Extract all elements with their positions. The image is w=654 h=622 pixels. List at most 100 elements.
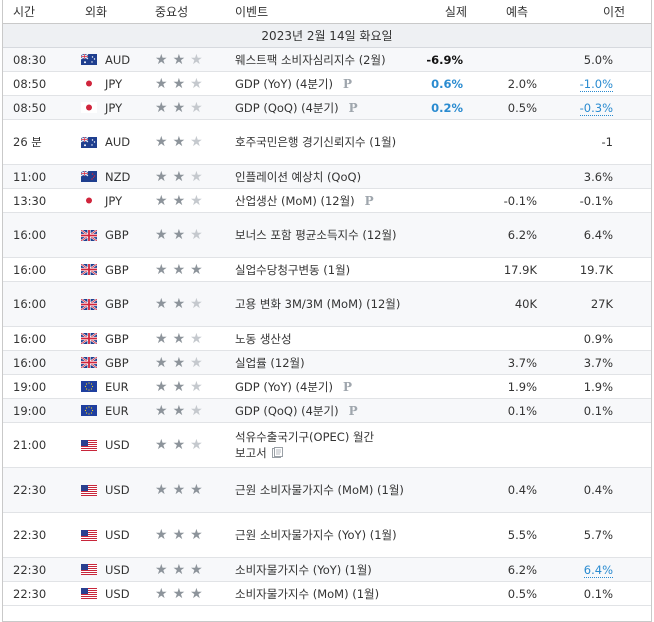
event-name[interactable]: 웨스트팩 소비자심리지수 (2월) [235,52,386,67]
event-name[interactable]: 근원 소비자물가지수 (YoY) (1월) [235,528,397,542]
row-actual: 0.6% [405,77,467,91]
row-event[interactable]: 산업생산 (MoM) (12월) P [231,193,405,209]
row-currency: GBP [75,228,143,242]
event-name[interactable]: GDP (YoY) (4분기) [235,76,333,91]
row-event[interactable]: 웨스트팩 소비자심리지수 (2월) [231,52,405,68]
previous-value: 1.9% [583,379,613,394]
row-previous: 1.9% [539,380,651,394]
star-icon: ★ [172,402,186,419]
event-name[interactable]: GDP (YoY) (4분기) [235,379,333,394]
row-event[interactable]: 보너스 포함 평균소득지수 (12월) [231,227,405,243]
row-time: 19:00 [13,403,47,418]
row-forecast: 0.4% [507,483,537,497]
event-name[interactable]: 노동 생산성 [235,331,292,346]
event-name[interactable]: GDP (QoQ) (4분기) [235,100,339,115]
table-row[interactable]: 13:30 JPY ★ ★ ★ 산업생산 (MoM) (12월) P -0.1% -0.1% [3,189,651,213]
star-icon: ★ [155,527,168,543]
flag-gb-icon [80,297,98,311]
row-event[interactable]: GDP (QoQ) (4분기) P [231,100,405,116]
table-row[interactable]: 16:00 GBP ★ ★ ★ 고용 변화 3M/3M (MoM) (12월) 40K 27K [3,282,651,327]
row-previous: 0.9% [539,332,651,346]
previous-revised-link[interactable]: 6.4% [583,562,613,578]
row-currency: USD [75,438,143,452]
table-row[interactable]: 26 분 AUD ★ ★ ★ 호주국민은행 경기신뢰지수 (1월) -1 [3,120,651,165]
event-name[interactable]: 근원 소비자물가지수 (MoM) (1월) [235,483,404,497]
currency-code: JPY [105,193,123,208]
header-event[interactable]: 이벤트 [235,5,269,19]
table-row[interactable]: 22:30 USD ★ ★ ★ 근원 소비자물가지수 (YoY) (1월) 5.5% 5.7% [3,513,651,558]
header-forecast[interactable]: 예측 [505,5,529,19]
event-name[interactable]: 소비자물가지수 (MoM) (1월) [235,586,380,601]
row-time: 11:00 [13,169,47,184]
row-event[interactable]: 실업률 (12월) [231,355,405,371]
event-name[interactable]: 실업률 (12월) [235,355,305,370]
table-row[interactable]: 16:00 GBP ★ ★ ★ 노동 생산성 0.9% [3,327,651,351]
row-event[interactable]: 고용 변화 3M/3M (MoM) (12월) [231,296,405,312]
row-event[interactable]: 인플레이션 예상치 (QoQ) [231,169,405,185]
event-name[interactable]: 산업생산 (MoM) (12월) [235,193,355,208]
event-name[interactable]: GDP (QoQ) (4분기) [235,403,339,418]
header-currency[interactable]: 외화 [85,5,108,19]
row-forecast: 5.5% [507,528,537,542]
row-event[interactable]: 노동 생산성 [231,331,405,347]
star-icon: ★ [172,378,186,395]
star-icon: ★ [172,437,186,453]
previous-value: 5.7% [583,528,613,542]
row-event[interactable]: 실업수당청구변동 (1월) [231,262,405,278]
star-icon: ★ [190,51,203,68]
table-row[interactable]: 19:00 EUR ★ ★ ★ GDP (QoQ) (4분기) P 0.1% 0.1% [3,399,651,423]
row-event[interactable]: GDP (YoY) (4분기) P [231,379,405,395]
row-event[interactable]: 호주국민은행 경기신뢰지수 (1월) [231,134,405,150]
row-event[interactable]: 소비자물가지수 (MoM) (1월) [231,586,405,602]
table-row[interactable]: 08:50 JPY ★ ★ ★ GDP (QoQ) (4분기) P 0.2% 0.5% -0.3% [3,96,651,120]
flag-eu-icon [81,381,97,392]
event-name[interactable]: 석유수출국기구(OPEC) 월간 보고서 [235,430,375,460]
flag-au-icon [80,53,97,65]
row-previous[interactable]: -0.3% [539,100,651,116]
row-currency: AUD [75,135,143,149]
row-event[interactable]: 석유수출국기구(OPEC) 월간 보고서 [231,429,405,461]
row-importance: ★ ★ ★ [143,170,231,184]
row-importance: ★ ★ ★ [143,356,231,370]
row-previous[interactable]: 6.4% [539,562,651,578]
star-icon: ★ [155,51,168,68]
row-time: 13:30 [13,193,47,208]
table-row[interactable]: 22:30 USD ★ ★ ★ 소비자물가지수 (MoM) (1월) 0.5% 0.1% [3,582,651,606]
event-name[interactable]: 소비자물가지수 (YoY) (1월) [235,562,372,577]
event-name[interactable]: 보너스 포함 평균소득지수 (12월) [235,228,397,242]
table-row[interactable]: 19:00 EUR ★ ★ ★ GDP (YoY) (4분기) P 1.9% 1.9% [3,375,651,399]
event-name[interactable]: 호주국민은행 경기신뢰지수 (1월) [235,135,397,149]
event-name[interactable]: 인플레이션 예상치 (QoQ) [235,169,362,184]
row-event[interactable]: 근원 소비자물가지수 (MoM) (1월) [231,482,405,498]
table-row[interactable]: 16:00 GBP ★ ★ ★ 실업수당청구변동 (1월) 17.9K 19.7K [3,258,651,282]
previous-revised-link[interactable]: -1.0% [579,76,613,92]
header-time[interactable]: 시간 [13,5,36,19]
table-row[interactable]: 22:30 USD ★ ★ ★ 소비자물가지수 (YoY) (1월) 6.2% 6.4% [3,558,651,582]
row-event[interactable]: GDP (YoY) (4분기) P [231,76,405,92]
currency-code: USD [105,483,130,497]
table-row[interactable]: 22:30 USD ★ ★ ★ 근원 소비자물가지수 (MoM) (1월) 0.4% 0.4% [3,468,651,513]
header-previous[interactable]: 이전 [602,5,626,19]
row-event[interactable]: 근원 소비자물가지수 (YoY) (1월) [231,527,405,543]
row-importance: ★ ★ ★ [143,53,231,67]
star-icon: ★ [172,330,186,347]
table-row[interactable]: 21:00 USD ★ ★ ★ 석유수출국기구(OPEC) 월간 보고서 [3,423,651,468]
table-row[interactable]: 16:00 GBP ★ ★ ★ 보너스 포함 평균소득지수 (12월) 6.2% 6.4% [3,213,651,258]
row-currency: USD [75,483,143,497]
preliminary-icon: P [348,403,358,418]
header-actual[interactable]: 실제 [444,5,467,19]
row-previous[interactable]: -1.0% [539,76,651,92]
row-event[interactable]: 소비자물가지수 (YoY) (1월) [231,562,405,578]
table-row[interactable]: 08:50 JPY ★ ★ ★ GDP (YoY) (4분기) P 0.6% 2.0% -1.0% [3,72,651,96]
previous-revised-link[interactable]: -0.3% [579,100,613,116]
event-name[interactable]: 실업수당청구변동 (1월) [235,262,351,277]
row-event[interactable]: GDP (QoQ) (4분기) P [231,403,405,419]
table-row[interactable]: 08:30 AUD ★ ★ ★ 웨스트팩 소비자심리지수 (2월) -6.9% 5.0% [3,48,651,72]
table-row[interactable]: 16:00 GBP ★ ★ ★ 실업률 (12월) 3.7% 3.7% [3,351,651,375]
previous-value: 0.4% [583,483,613,497]
event-name[interactable]: 고용 변화 3M/3M (MoM) (12월) [235,297,401,311]
row-currency: USD [75,528,143,542]
table-row[interactable]: 11:00 NZD ★ ★ ★ 인플레이션 예상치 (QoQ) 3.6% [3,165,651,189]
header-importance[interactable]: 중요성 [155,5,189,19]
